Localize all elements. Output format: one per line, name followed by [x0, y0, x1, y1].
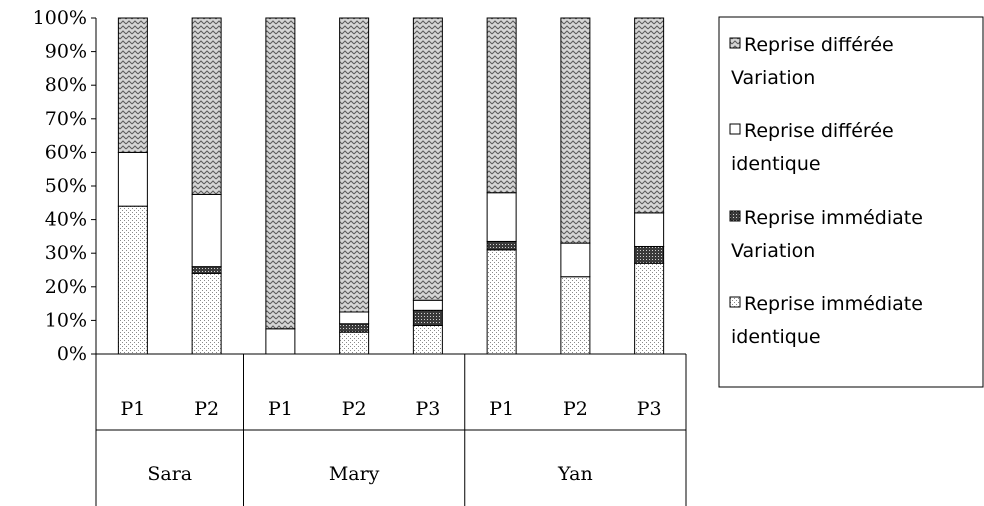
y-tick-label: 0% — [57, 343, 87, 365]
x-category-label: P3 — [415, 398, 440, 420]
x-category-label: P1 — [268, 398, 293, 420]
bar-segment — [412, 299, 443, 311]
bar-segment — [265, 328, 296, 355]
legend-frame — [718, 16, 984, 388]
bar-segment — [486, 240, 517, 251]
y-tick-label: 40% — [45, 209, 87, 231]
legend-label: Variation — [731, 240, 815, 262]
bar-segment — [339, 311, 370, 325]
bar-segment — [339, 323, 370, 333]
y-tick-label: 90% — [45, 41, 87, 63]
x-axis-categories: P1 P2 P1 P2 P3 P1 P2 P3 Sara Mary Yan — [96, 354, 687, 506]
legend-label: Reprise immédiate — [744, 293, 923, 315]
legend-label: Reprise immédiate — [744, 207, 923, 229]
legend-swatch — [729, 123, 741, 135]
legend-label: Reprise différée — [744, 34, 894, 56]
bar-segment — [412, 324, 443, 355]
y-tick-label: 60% — [45, 141, 87, 163]
bar-segment — [634, 212, 665, 247]
bar-segment — [339, 331, 370, 355]
bar-segment — [117, 17, 148, 153]
bar-segment — [560, 17, 591, 244]
legend-label: Variation — [731, 67, 815, 89]
y-tick-label: 70% — [45, 108, 87, 130]
y-tick-label: 100% — [33, 7, 87, 29]
bars — [117, 17, 665, 355]
legend-label: identique — [731, 153, 821, 175]
x-category-label: P2 — [342, 398, 367, 420]
legend-swatch — [729, 210, 741, 222]
bar-segment — [412, 17, 443, 301]
x-category-label: P1 — [120, 398, 145, 420]
bar-segment — [560, 242, 591, 278]
bar-segment — [191, 193, 222, 268]
bar-segment — [191, 266, 222, 274]
y-tick-label: 10% — [45, 309, 87, 331]
legend-label: identique — [731, 326, 821, 348]
x-group-label: Sara — [147, 463, 192, 485]
y-tick-label: 80% — [45, 74, 87, 96]
bar-segment — [191, 272, 222, 355]
bar-segment — [634, 17, 665, 214]
y-tick-label: 30% — [45, 242, 87, 264]
bar-segment — [486, 17, 517, 194]
x-category-label: P2 — [194, 398, 219, 420]
legend-swatch — [729, 37, 741, 49]
x-category-label: P3 — [637, 398, 662, 420]
bar-segment — [191, 17, 222, 195]
legend: Reprise différée Variation Reprise différé… — [718, 16, 984, 388]
bar-segment — [560, 276, 591, 355]
x-group-label: Mary — [329, 463, 380, 485]
bar-segment — [634, 262, 665, 355]
bar-segment — [117, 151, 148, 207]
x-group-label: Yan — [557, 463, 593, 485]
y-tick-label: 50% — [45, 175, 87, 197]
bar-segment — [486, 249, 517, 355]
bar-segment — [412, 309, 443, 326]
x-category-label: P1 — [489, 398, 514, 420]
y-tick-label: 20% — [45, 276, 87, 298]
x-category-label: P2 — [563, 398, 588, 420]
bar-segment — [265, 17, 296, 330]
bar-segment — [634, 245, 665, 264]
legend-swatch — [729, 296, 741, 308]
legend-label: Reprise différée — [744, 120, 894, 142]
bar-segment — [117, 205, 148, 355]
bar-segment — [339, 17, 370, 313]
bar-segment — [486, 192, 517, 242]
